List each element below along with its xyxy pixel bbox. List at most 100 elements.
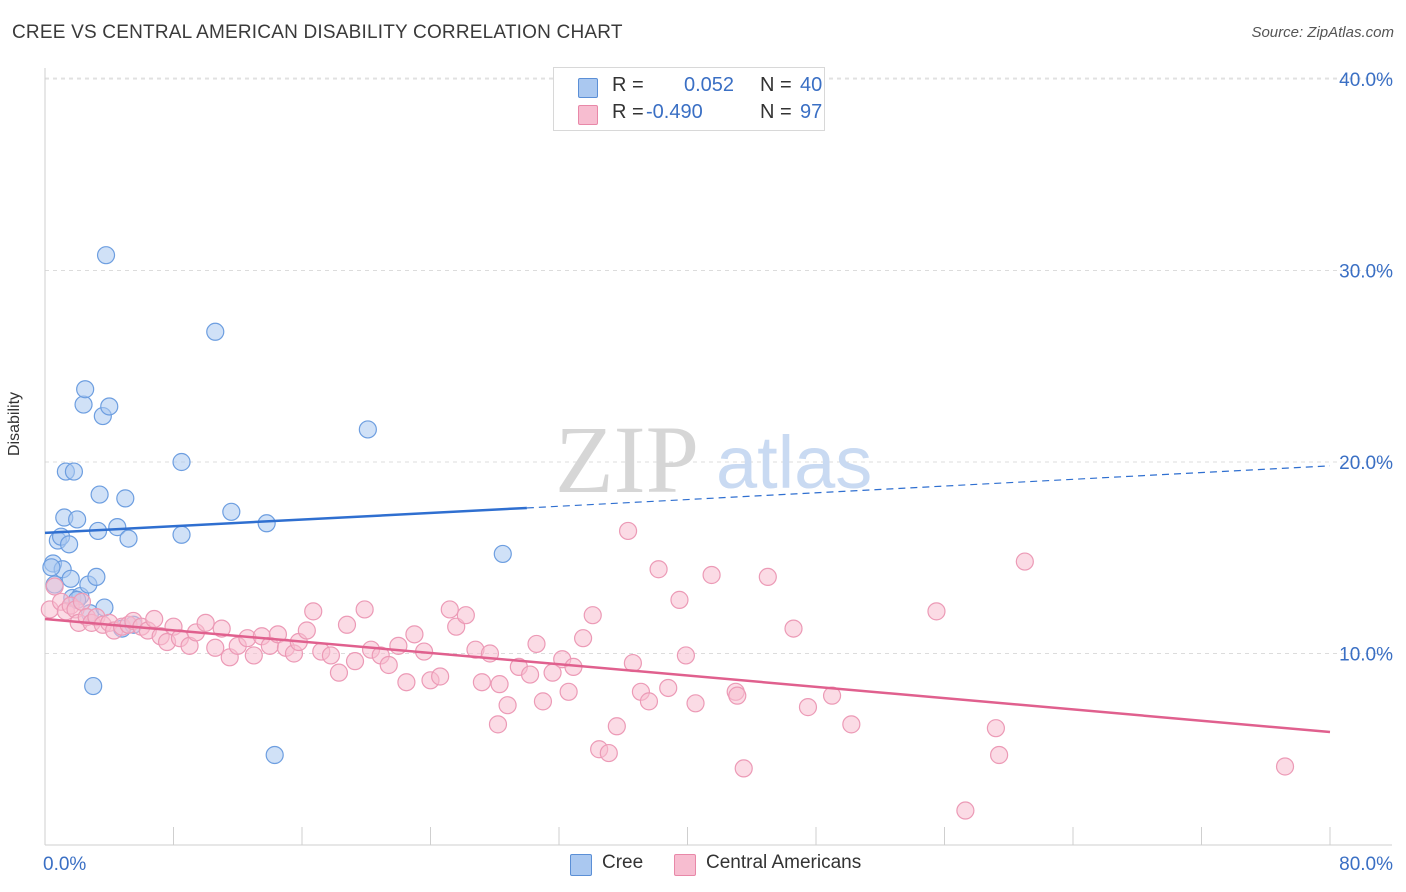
central-americans-point — [490, 675, 509, 694]
legend-swatch-central-americans — [578, 105, 598, 125]
cree-point — [84, 676, 103, 696]
central-americans-point — [676, 646, 695, 665]
y-tick-label: 20.0% — [1339, 453, 1393, 474]
legend-n-value: 97 — [800, 101, 823, 123]
cree-point — [119, 529, 138, 548]
central-americans-point — [986, 719, 1006, 738]
y-tick-label: 40.0% — [1339, 70, 1393, 91]
central-americans-point — [527, 634, 546, 654]
central-americans-point — [472, 673, 491, 692]
cree-point — [90, 485, 109, 504]
x-tick-label: 80.0% — [1339, 854, 1393, 875]
cree-point — [61, 569, 80, 588]
central-americans-point — [321, 646, 341, 665]
cree-point — [74, 395, 93, 414]
legend-r-label: R = — [612, 74, 644, 96]
central-americans-point — [1275, 757, 1295, 776]
bottom-legend-label-cree: Cree — [602, 852, 644, 873]
central-americans-point — [440, 600, 459, 619]
central-americans-point — [927, 602, 946, 621]
central-americans-point — [842, 715, 861, 734]
cree-point — [108, 518, 127, 537]
central-americans-point — [670, 590, 689, 609]
y-tick-label: 10.0% — [1339, 645, 1393, 666]
cree-point — [59, 535, 79, 554]
cree-point — [68, 510, 87, 529]
cree-point — [257, 514, 276, 533]
central-americans-point — [956, 801, 975, 820]
central-americans-point — [618, 521, 638, 541]
central-americans-point — [397, 673, 416, 692]
cree-trend-extension — [526, 465, 1331, 509]
central-americans-point — [607, 717, 626, 736]
cree-point — [87, 567, 106, 587]
central-americans-point — [345, 652, 365, 671]
central-americans-point — [702, 565, 721, 585]
central-americans-point — [784, 619, 803, 638]
central-americans-point — [659, 678, 678, 698]
cree-point — [265, 745, 284, 765]
legend-r-value: -0.490 — [646, 101, 703, 123]
legend-n-value: 40 — [800, 74, 823, 96]
central-americans-point — [1015, 552, 1034, 571]
central-americans-point — [533, 692, 553, 711]
watermark: ZIP atlas — [555, 406, 872, 513]
data-points — [40, 246, 1295, 820]
central-americans-point — [573, 629, 593, 648]
cree-point — [222, 502, 241, 521]
central-americans-point — [329, 663, 349, 682]
central-americans-point — [686, 694, 705, 713]
bottom-legend-swatch-central-americans — [674, 854, 696, 876]
chart-title: CREE VS CENTRAL AMERICAN DISABILITY CORR… — [12, 22, 623, 43]
central-americans-point — [379, 655, 398, 675]
source-label: Source: ZipAtlas.com — [1251, 24, 1394, 41]
legend-n-label: N = — [760, 101, 792, 123]
cree-trend-line — [44, 506, 527, 535]
central-americans-point — [488, 715, 508, 734]
central-americans-point — [758, 567, 777, 587]
grid-lines — [45, 77, 1392, 654]
central-americans-point — [728, 686, 747, 705]
legend-r-label: R = — [612, 101, 644, 123]
central-americans-point — [599, 743, 618, 763]
central-americans-point — [456, 606, 475, 625]
cree-point — [172, 525, 191, 544]
cree-point — [358, 420, 377, 439]
central-americans-point — [559, 682, 578, 701]
bottom-legend-label-central-americans: Central Americans — [706, 852, 862, 873]
central-americans-point — [431, 667, 450, 686]
central-americans-point — [734, 759, 753, 778]
legend-swatch-cree — [578, 78, 598, 98]
central-americans-point — [649, 560, 668, 579]
central-americans-point — [145, 609, 164, 629]
y-tick-label: 30.0% — [1339, 262, 1393, 283]
central-americans-point — [297, 621, 316, 640]
tick-labels: 10.0% 20.0% 30.0% 40.0% 0.0% 80.0% — [43, 70, 1393, 875]
x-tick-label: 0.0% — [43, 854, 86, 875]
central-americans-point — [498, 696, 517, 715]
cree-point — [96, 246, 116, 265]
legend-n-label: N = — [760, 74, 792, 96]
correlation-legend: R = 0.052 N = 40 R = -0.490 N = 97 — [553, 67, 825, 131]
central-americans-point — [72, 592, 92, 611]
cree-point — [116, 489, 135, 508]
central-americans-point — [244, 646, 263, 665]
trend-lines — [44, 465, 1331, 734]
watermark-atlas: atlas — [716, 421, 872, 504]
central-americans-point — [196, 613, 215, 632]
central-americans-point — [990, 745, 1009, 765]
central-americans-point — [798, 698, 818, 717]
central-americans-point — [304, 602, 323, 621]
cree-point — [206, 322, 225, 341]
central-americans-point — [405, 625, 424, 644]
watermark-zip: ZIP — [555, 406, 699, 513]
axes — [44, 68, 1392, 846]
central-americans-point — [45, 577, 64, 596]
cree-point — [100, 397, 119, 416]
cree-point — [42, 558, 61, 577]
legend-r-value: 0.052 — [684, 74, 735, 96]
bottom-legend-swatch-cree — [570, 854, 592, 876]
central-americans-point — [206, 638, 225, 657]
central-americans-trend-line — [44, 617, 1331, 734]
